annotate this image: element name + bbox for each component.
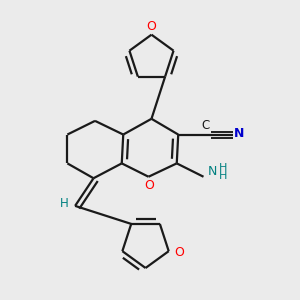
Text: N: N <box>208 165 217 178</box>
Text: H: H <box>60 197 69 210</box>
Text: O: O <box>174 246 184 259</box>
Text: C: C <box>202 119 210 132</box>
Text: N: N <box>234 128 244 140</box>
Text: O: O <box>144 179 154 192</box>
Text: H: H <box>219 171 227 181</box>
Text: H: H <box>219 163 227 173</box>
Text: O: O <box>146 20 156 33</box>
